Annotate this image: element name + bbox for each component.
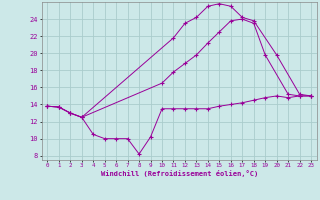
X-axis label: Windchill (Refroidissement éolien,°C): Windchill (Refroidissement éolien,°C) — [100, 170, 258, 177]
